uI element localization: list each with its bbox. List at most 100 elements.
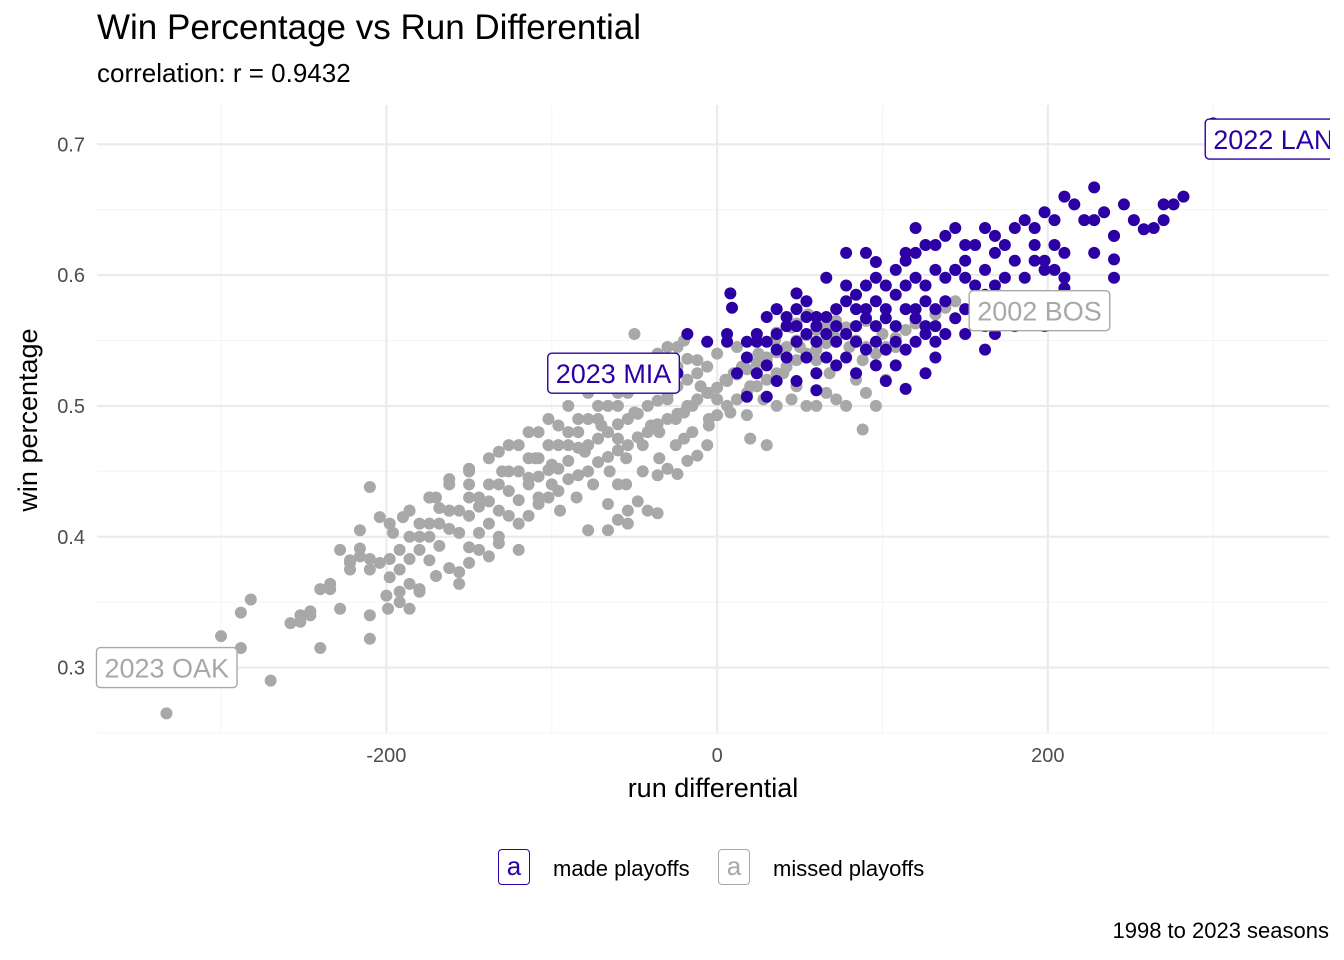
missed-playoffs-point: [582, 465, 595, 478]
team-label-text: 2023 MIA: [556, 359, 672, 389]
missed-playoffs-point: [473, 526, 486, 539]
made-playoffs-point: [889, 335, 902, 348]
made-playoffs-point: [1177, 190, 1190, 203]
made-playoffs-point: [939, 271, 952, 284]
made-playoffs-point: [1147, 221, 1160, 234]
made-playoffs-point: [850, 288, 863, 301]
missed-playoffs-point: [601, 399, 614, 412]
made-playoffs-point: [810, 367, 823, 380]
missed-playoffs-point: [492, 537, 505, 550]
made-playoffs-point: [810, 384, 823, 397]
missed-playoffs-point: [473, 500, 486, 513]
made-playoffs-point: [850, 367, 863, 380]
made-playoffs-point: [740, 390, 753, 403]
missed-playoffs-point: [686, 399, 699, 412]
made-playoffs-point: [869, 359, 882, 372]
missed-playoffs-point: [463, 491, 476, 504]
made-playoffs-point: [1048, 238, 1061, 251]
missed-playoffs-point: [522, 509, 535, 522]
missed-playoffs-point: [413, 543, 426, 556]
made-playoffs-point: [1038, 206, 1051, 219]
missed-playoffs-point: [264, 674, 277, 687]
missed-playoffs-point: [899, 324, 912, 337]
missed-playoffs-point: [830, 393, 843, 406]
made-playoffs-point: [899, 303, 912, 316]
legend-label-missed-playoffs: missed playoffs: [773, 856, 925, 881]
missed-playoffs-point: [562, 454, 575, 467]
missed-playoffs-point: [512, 494, 525, 507]
missed-playoffs-point: [840, 399, 853, 412]
legend-key-made-playoffs: a: [498, 849, 530, 885]
missed-playoffs-point: [463, 478, 476, 491]
made-playoffs-point: [929, 320, 942, 333]
made-playoffs-point: [869, 335, 882, 348]
missed-playoffs-point: [620, 452, 633, 465]
missed-playoffs-point: [631, 495, 644, 508]
made-playoffs-point: [889, 320, 902, 333]
made-playoffs-point: [1098, 206, 1111, 219]
missed-playoffs-point: [760, 373, 773, 386]
made-playoffs-point: [979, 263, 992, 276]
missed-playoffs-point: [740, 409, 753, 422]
made-playoffs-point: [1108, 253, 1121, 266]
made-playoffs-point: [790, 303, 803, 316]
made-playoffs-point: [770, 375, 783, 388]
made-playoffs-point: [1018, 214, 1031, 227]
made-playoffs-point: [879, 343, 892, 356]
made-playoffs-point: [959, 271, 972, 284]
made-playoffs-point: [770, 343, 783, 356]
missed-playoffs-point: [552, 419, 565, 432]
missed-playoffs-point: [453, 577, 466, 590]
made-playoffs-point: [1038, 254, 1051, 267]
made-playoffs-point: [959, 238, 972, 251]
made-playoffs-point: [939, 327, 952, 340]
made-playoffs-point: [840, 246, 853, 259]
missed-playoffs-point: [711, 393, 724, 406]
made-playoffs-point: [1137, 223, 1150, 236]
missed-playoffs-point: [777, 367, 790, 380]
x-tick-label: -200: [366, 745, 406, 767]
missed-playoffs-point: [502, 509, 515, 522]
made-playoffs-point: [929, 303, 942, 316]
missed-playoffs-point: [443, 562, 456, 575]
missed-playoffs-point: [628, 327, 641, 340]
missed-playoffs-point: [869, 399, 882, 412]
missed-playoffs-point: [681, 454, 694, 467]
made-playoffs-point: [740, 335, 753, 348]
missed-playoffs-point: [785, 393, 798, 406]
missed-playoffs-point: [522, 471, 535, 484]
chart-caption: 1998 to 2023 seasons: [1112, 918, 1329, 943]
made-playoffs-point: [899, 382, 912, 395]
made-playoffs-point: [929, 263, 942, 276]
made-playoffs-point: [760, 390, 773, 403]
missed-playoffs-point: [496, 465, 509, 478]
missed-playoffs-point: [644, 419, 657, 432]
legend-key-missed-playoffs: a: [718, 849, 750, 885]
team-label-box: [1204, 118, 1330, 160]
missed-playoffs-point: [691, 449, 704, 462]
missed-playoffs-point: [856, 354, 869, 367]
missed-playoffs-point: [702, 386, 715, 399]
missed-playoffs-point: [691, 367, 704, 380]
made-playoffs-point: [879, 279, 892, 292]
made-playoffs-point: [859, 246, 872, 259]
made-playoffs-point: [800, 351, 813, 364]
missed-playoffs-point: [636, 465, 649, 478]
missed-playoffs-point: [380, 589, 393, 602]
missed-playoffs-point: [724, 406, 737, 419]
missed-playoffs-point: [582, 524, 595, 537]
made-playoffs-point: [929, 238, 942, 251]
made-playoffs-point: [790, 287, 803, 300]
missed-playoffs-point: [463, 509, 476, 522]
missed-playoffs-point: [244, 593, 257, 606]
missed-playoffs-point: [611, 418, 624, 431]
missed-playoffs-point: [334, 543, 347, 556]
missed-playoffs-point: [641, 504, 654, 517]
missed-playoffs-point: [423, 517, 436, 530]
missed-playoffs-point: [314, 583, 327, 596]
made-playoffs-point: [840, 351, 853, 364]
missed-playoffs-point: [492, 445, 505, 458]
made-playoffs-point: [859, 343, 872, 356]
made-playoffs-point: [919, 327, 932, 340]
missed-playoffs-point: [430, 491, 443, 504]
